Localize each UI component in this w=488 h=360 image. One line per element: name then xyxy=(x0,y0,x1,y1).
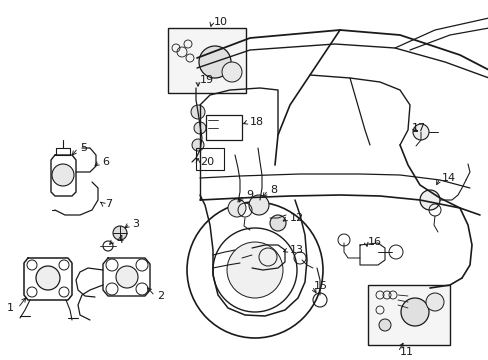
Text: 9: 9 xyxy=(245,190,253,200)
Circle shape xyxy=(425,293,443,311)
Text: 10: 10 xyxy=(214,17,227,27)
Circle shape xyxy=(419,190,439,210)
Text: 11: 11 xyxy=(399,347,413,357)
Text: 2: 2 xyxy=(157,291,164,301)
Text: 13: 13 xyxy=(289,245,304,255)
Circle shape xyxy=(194,122,205,134)
Circle shape xyxy=(36,266,60,290)
Circle shape xyxy=(199,46,230,78)
Text: 17: 17 xyxy=(411,123,425,133)
Text: 6: 6 xyxy=(102,157,109,167)
Text: 5: 5 xyxy=(80,143,87,153)
Text: 12: 12 xyxy=(289,213,304,223)
Text: 8: 8 xyxy=(269,185,277,195)
Circle shape xyxy=(269,215,285,231)
Bar xyxy=(168,28,245,93)
Circle shape xyxy=(113,226,127,240)
Bar xyxy=(196,148,224,170)
Circle shape xyxy=(116,266,138,288)
Circle shape xyxy=(52,164,74,186)
Circle shape xyxy=(412,124,428,140)
Text: 4: 4 xyxy=(116,235,123,245)
Circle shape xyxy=(378,319,390,331)
Text: 19: 19 xyxy=(200,75,214,85)
Text: 7: 7 xyxy=(105,199,112,209)
Text: 20: 20 xyxy=(200,157,214,167)
Circle shape xyxy=(227,199,245,217)
Circle shape xyxy=(226,242,283,298)
Text: 14: 14 xyxy=(441,173,455,183)
Bar xyxy=(367,285,449,345)
Text: 1: 1 xyxy=(7,303,14,313)
Circle shape xyxy=(248,195,268,215)
Circle shape xyxy=(191,105,204,119)
Text: 18: 18 xyxy=(249,117,264,127)
Circle shape xyxy=(400,298,428,326)
Text: 15: 15 xyxy=(313,281,327,291)
Circle shape xyxy=(192,139,203,151)
Text: 16: 16 xyxy=(367,237,381,247)
Circle shape xyxy=(222,62,242,82)
Bar xyxy=(205,115,242,140)
Text: 3: 3 xyxy=(132,219,139,229)
